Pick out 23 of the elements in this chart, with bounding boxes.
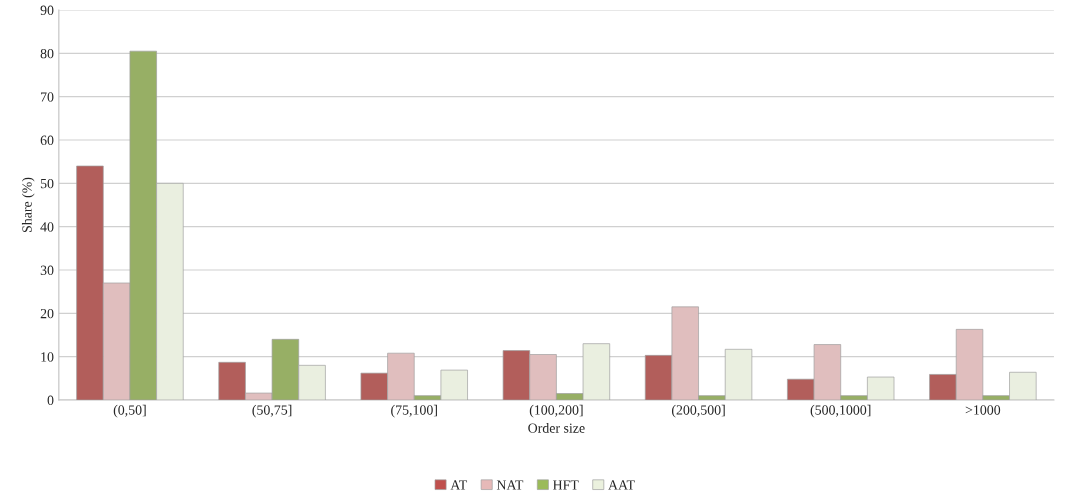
legend-label: NAT bbox=[496, 480, 524, 490]
y-axis-title: Share (%) bbox=[21, 177, 35, 233]
y-tick-label: 50 bbox=[40, 178, 54, 189]
y-tick-label: 0 bbox=[47, 395, 54, 405]
y-tick-label: 20 bbox=[40, 308, 54, 319]
y-tick-label: 40 bbox=[40, 222, 54, 232]
x-tick-label: (500,1000] bbox=[810, 404, 871, 418]
legend-label: HFT bbox=[552, 480, 579, 490]
y-tick-label: 10 bbox=[41, 352, 54, 362]
x-tick-label: (0,50] bbox=[113, 404, 146, 418]
legend-label: AT bbox=[450, 480, 468, 490]
y-tick-label: 60 bbox=[40, 135, 54, 145]
x-tick-label: (100,200] bbox=[529, 404, 583, 418]
y-tick-label: 30 bbox=[40, 265, 54, 275]
x-tick-label: >1000 bbox=[965, 405, 1001, 415]
y-tick-label: 90 bbox=[40, 5, 54, 15]
x-axis-title: Order size bbox=[528, 423, 585, 433]
y-tick-label: 80 bbox=[40, 48, 54, 59]
x-tick-label: (75,100] bbox=[391, 404, 437, 418]
legend-label: AAT bbox=[608, 480, 635, 490]
x-tick-label: (50,75] bbox=[252, 404, 292, 418]
y-tick-label: 70 bbox=[41, 92, 54, 102]
x-tick-label: (200,500] bbox=[671, 404, 725, 418]
